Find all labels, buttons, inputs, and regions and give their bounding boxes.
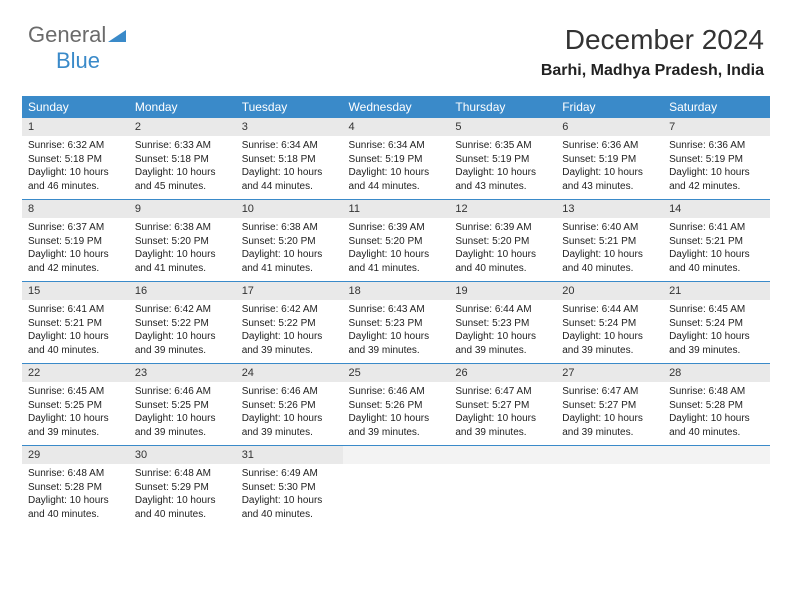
day-number-cell: 25	[343, 364, 450, 383]
day-number-cell: 3	[236, 118, 343, 136]
day-number-cell: 11	[343, 200, 450, 219]
day-content-cell: Sunrise: 6:45 AMSunset: 5:24 PMDaylight:…	[663, 300, 770, 364]
calendar-table: SundayMondayTuesdayWednesdayThursdayFrid…	[22, 96, 770, 527]
day-content-cell: Sunrise: 6:45 AMSunset: 5:25 PMDaylight:…	[22, 382, 129, 446]
day-number-cell: 19	[449, 282, 556, 301]
day-content-cell: Sunrise: 6:48 AMSunset: 5:28 PMDaylight:…	[22, 464, 129, 527]
day-content-cell: Sunrise: 6:47 AMSunset: 5:27 PMDaylight:…	[556, 382, 663, 446]
day-number-cell: 10	[236, 200, 343, 219]
day-content-cell: Sunrise: 6:37 AMSunset: 5:19 PMDaylight:…	[22, 218, 129, 282]
day-content-cell: Sunrise: 6:38 AMSunset: 5:20 PMDaylight:…	[129, 218, 236, 282]
day-header: Saturday	[663, 96, 770, 118]
day-number-cell: 17	[236, 282, 343, 301]
day-header: Tuesday	[236, 96, 343, 118]
day-number-cell: 28	[663, 364, 770, 383]
daynum-row: 1234567	[22, 118, 770, 136]
day-content-cell: Sunrise: 6:41 AMSunset: 5:21 PMDaylight:…	[663, 218, 770, 282]
content-row: Sunrise: 6:41 AMSunset: 5:21 PMDaylight:…	[22, 300, 770, 364]
day-content-cell: Sunrise: 6:41 AMSunset: 5:21 PMDaylight:…	[22, 300, 129, 364]
day-content-cell: Sunrise: 6:49 AMSunset: 5:30 PMDaylight:…	[236, 464, 343, 527]
day-content-cell: Sunrise: 6:43 AMSunset: 5:23 PMDaylight:…	[343, 300, 450, 364]
day-content-cell: Sunrise: 6:36 AMSunset: 5:19 PMDaylight:…	[663, 136, 770, 200]
day-content-cell: Sunrise: 6:34 AMSunset: 5:18 PMDaylight:…	[236, 136, 343, 200]
day-number-cell: 27	[556, 364, 663, 383]
day-header: Wednesday	[343, 96, 450, 118]
day-content-cell: Sunrise: 6:48 AMSunset: 5:28 PMDaylight:…	[663, 382, 770, 446]
location-text: Barhi, Madhya Pradesh, India	[541, 62, 764, 80]
day-number-cell: 16	[129, 282, 236, 301]
day-content-cell	[449, 464, 556, 527]
day-number-cell: 15	[22, 282, 129, 301]
day-content-cell: Sunrise: 6:44 AMSunset: 5:23 PMDaylight:…	[449, 300, 556, 364]
day-content-cell: Sunrise: 6:33 AMSunset: 5:18 PMDaylight:…	[129, 136, 236, 200]
daynum-row: 293031	[22, 446, 770, 465]
day-number-cell: 26	[449, 364, 556, 383]
page-title: December 2024	[565, 24, 764, 56]
day-content-cell: Sunrise: 6:42 AMSunset: 5:22 PMDaylight:…	[236, 300, 343, 364]
day-number-cell: 6	[556, 118, 663, 136]
day-number-cell	[343, 446, 450, 465]
content-row: Sunrise: 6:48 AMSunset: 5:28 PMDaylight:…	[22, 464, 770, 527]
day-content-cell	[663, 464, 770, 527]
day-number-cell: 8	[22, 200, 129, 219]
day-number-cell: 7	[663, 118, 770, 136]
logo-word2: Blue	[56, 48, 100, 73]
day-number-cell: 13	[556, 200, 663, 219]
day-number-cell	[556, 446, 663, 465]
logo-triangle-icon	[108, 29, 126, 46]
day-content-cell: Sunrise: 6:39 AMSunset: 5:20 PMDaylight:…	[343, 218, 450, 282]
day-content-cell: Sunrise: 6:42 AMSunset: 5:22 PMDaylight:…	[129, 300, 236, 364]
day-number-cell: 20	[556, 282, 663, 301]
logo-word1: General	[28, 22, 106, 47]
day-content-cell: Sunrise: 6:44 AMSunset: 5:24 PMDaylight:…	[556, 300, 663, 364]
day-number-cell: 21	[663, 282, 770, 301]
daynum-row: 891011121314	[22, 200, 770, 219]
day-content-cell: Sunrise: 6:38 AMSunset: 5:20 PMDaylight:…	[236, 218, 343, 282]
day-number-cell: 2	[129, 118, 236, 136]
day-content-cell: Sunrise: 6:46 AMSunset: 5:26 PMDaylight:…	[236, 382, 343, 446]
day-number-cell	[449, 446, 556, 465]
day-header-row: SundayMondayTuesdayWednesdayThursdayFrid…	[22, 96, 770, 118]
day-content-cell: Sunrise: 6:36 AMSunset: 5:19 PMDaylight:…	[556, 136, 663, 200]
content-row: Sunrise: 6:45 AMSunset: 5:25 PMDaylight:…	[22, 382, 770, 446]
day-number-cell: 4	[343, 118, 450, 136]
day-content-cell: Sunrise: 6:48 AMSunset: 5:29 PMDaylight:…	[129, 464, 236, 527]
day-content-cell: Sunrise: 6:46 AMSunset: 5:26 PMDaylight:…	[343, 382, 450, 446]
day-number-cell: 18	[343, 282, 450, 301]
day-number-cell	[663, 446, 770, 465]
day-content-cell: Sunrise: 6:35 AMSunset: 5:19 PMDaylight:…	[449, 136, 556, 200]
day-content-cell: Sunrise: 6:46 AMSunset: 5:25 PMDaylight:…	[129, 382, 236, 446]
daynum-row: 22232425262728	[22, 364, 770, 383]
day-header: Sunday	[22, 96, 129, 118]
day-number-cell: 24	[236, 364, 343, 383]
day-number-cell: 30	[129, 446, 236, 465]
day-content-cell: Sunrise: 6:40 AMSunset: 5:21 PMDaylight:…	[556, 218, 663, 282]
day-number-cell: 23	[129, 364, 236, 383]
day-content-cell: Sunrise: 6:39 AMSunset: 5:20 PMDaylight:…	[449, 218, 556, 282]
day-header: Friday	[556, 96, 663, 118]
day-content-cell	[556, 464, 663, 527]
day-number-cell: 12	[449, 200, 556, 219]
day-header: Thursday	[449, 96, 556, 118]
logo: General Blue	[28, 22, 126, 74]
day-content-cell: Sunrise: 6:34 AMSunset: 5:19 PMDaylight:…	[343, 136, 450, 200]
day-content-cell	[343, 464, 450, 527]
day-number-cell: 1	[22, 118, 129, 136]
content-row: Sunrise: 6:32 AMSunset: 5:18 PMDaylight:…	[22, 136, 770, 200]
day-number-cell: 5	[449, 118, 556, 136]
day-number-cell: 9	[129, 200, 236, 219]
daynum-row: 15161718192021	[22, 282, 770, 301]
day-content-cell: Sunrise: 6:47 AMSunset: 5:27 PMDaylight:…	[449, 382, 556, 446]
day-number-cell: 29	[22, 446, 129, 465]
day-number-cell: 31	[236, 446, 343, 465]
day-header: Monday	[129, 96, 236, 118]
day-number-cell: 14	[663, 200, 770, 219]
day-content-cell: Sunrise: 6:32 AMSunset: 5:18 PMDaylight:…	[22, 136, 129, 200]
day-number-cell: 22	[22, 364, 129, 383]
content-row: Sunrise: 6:37 AMSunset: 5:19 PMDaylight:…	[22, 218, 770, 282]
